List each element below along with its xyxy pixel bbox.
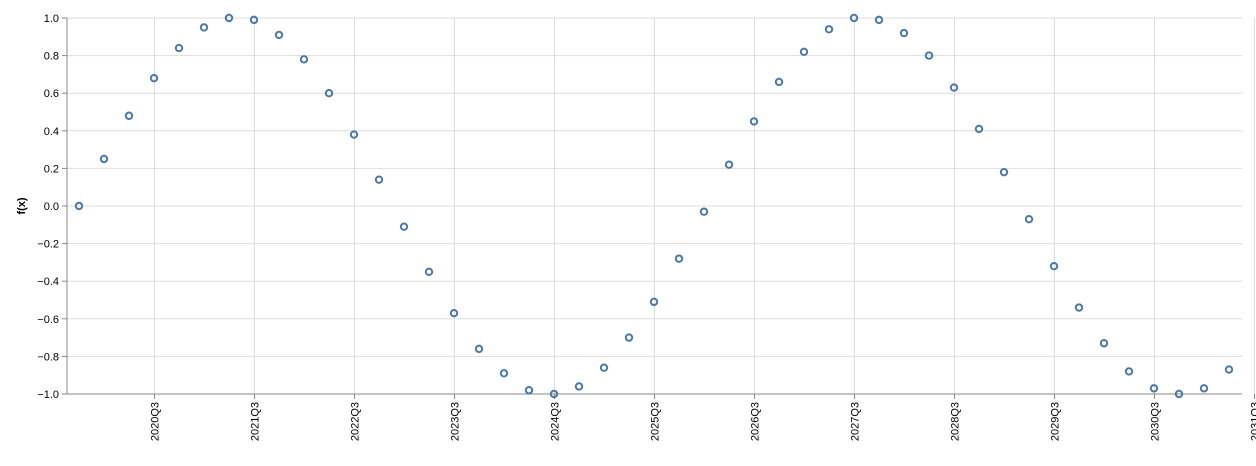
data-point: [1074, 303, 1084, 312]
data-point: [274, 30, 284, 40]
data-point: [1124, 367, 1134, 376]
data-point: [524, 386, 534, 395]
x-axis-ticks: 2020Q3 2021Q3 2022Q3 2023Q3 2024Q3 2025Q3 2026…: [150, 394, 1256, 441]
data-point: [199, 23, 209, 32]
y-tick-label: 0.8: [44, 51, 59, 63]
x-tick-label: 2025Q3: [650, 402, 662, 441]
data-point: [1099, 339, 1109, 348]
x-tick-label: 2031Q3: [1250, 402, 1256, 441]
x-tick-label: 2027Q3: [850, 402, 862, 441]
data-point: [599, 363, 609, 372]
data-point: [699, 207, 709, 216]
x-tick-label: 2020Q3: [150, 402, 162, 441]
data-point: [649, 297, 659, 307]
data-point: [1149, 384, 1159, 393]
data-point: [1199, 384, 1209, 393]
x-tick-label: 2028Q3: [950, 402, 962, 441]
data-point: [474, 344, 484, 354]
data-point: [899, 28, 909, 38]
y-tick-label: 0.0: [44, 201, 59, 213]
y-tick-label: −0.8: [37, 351, 59, 363]
y-tick-label: 0.4: [44, 126, 59, 138]
y-tick-label: 1.0: [44, 13, 59, 25]
data-point: [849, 13, 859, 23]
y-tick-label: 0.6: [44, 88, 59, 100]
data-point: [249, 15, 259, 25]
data-point: [124, 111, 134, 120]
data-point: [324, 89, 334, 98]
x-tick-label: 2029Q3: [1050, 402, 1062, 441]
data-point: [1024, 214, 1034, 224]
data-point: [874, 15, 884, 25]
x-tick-label: 2022Q3: [350, 402, 362, 441]
data-point: [924, 51, 934, 60]
x-tick-label: 2021Q3: [250, 402, 262, 441]
data-point: [424, 267, 434, 276]
data-point: [299, 55, 309, 64]
x-tick-label: 2026Q3: [750, 402, 762, 441]
data-point: [774, 77, 784, 87]
data-point: [674, 254, 684, 263]
y-tick-label: −0.4: [37, 276, 59, 288]
y-tick-label: −0.2: [37, 239, 59, 251]
x-tick-label: 2023Q3: [450, 402, 462, 441]
data-point: [1174, 389, 1184, 399]
data-point: [374, 175, 384, 184]
data-point: [399, 222, 409, 231]
y-tick-label: 0.2: [44, 163, 59, 175]
data-point: [499, 369, 509, 378]
data-point: [149, 73, 159, 83]
data-point: [74, 201, 84, 211]
data-point: [749, 117, 759, 126]
data-point: [999, 167, 1009, 177]
data-point: [624, 333, 634, 342]
data-point: [99, 154, 109, 164]
data-point: [549, 389, 559, 399]
y-axis-ticks: 1.0 0.8 0.6 0.4 0.2 0.0 −0.2 −0.4 −0.6 −0.8 −1.0: [37, 13, 67, 401]
y-tick-label: −1.0: [37, 389, 59, 401]
data-point: [1049, 261, 1059, 271]
data-point: [1224, 365, 1234, 374]
x-tick-label: 2030Q3: [1150, 402, 1162, 441]
data-point: [574, 382, 584, 391]
data-point: [949, 83, 959, 92]
y-tick-label: −0.6: [37, 314, 59, 326]
data-point: [449, 308, 459, 318]
data-points: [74, 13, 1234, 399]
data-point: [349, 130, 359, 139]
data-point: [799, 47, 809, 57]
data-point: [724, 160, 734, 169]
data-point: [974, 124, 984, 134]
data-point: [174, 43, 184, 53]
data-point: [824, 25, 834, 34]
y-axis-title: f(x): [16, 197, 28, 214]
x-tick-label: 2024Q3: [550, 402, 562, 441]
data-point: [224, 13, 234, 23]
